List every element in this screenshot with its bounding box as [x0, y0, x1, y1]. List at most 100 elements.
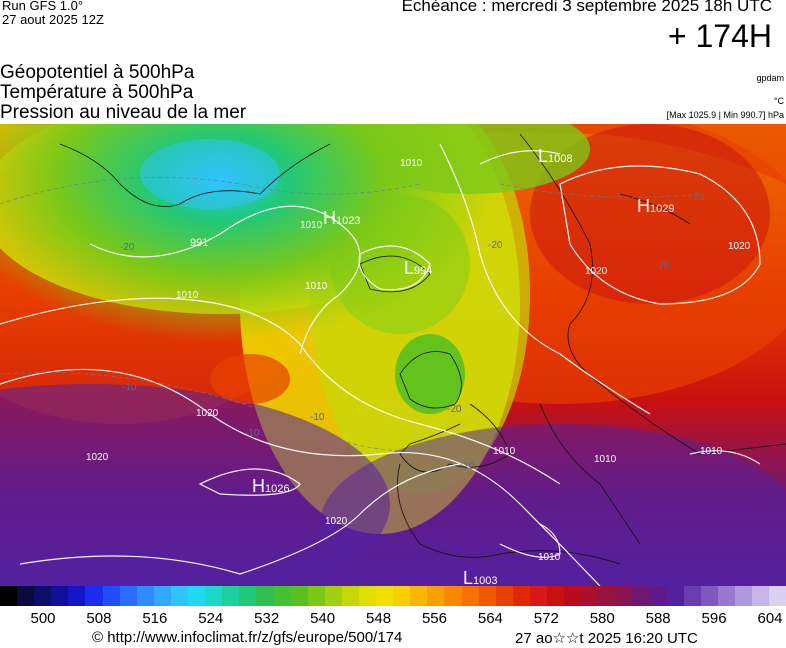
isobar-label: 1020	[325, 516, 348, 527]
title-temperature: Température à 500hPa	[0, 82, 194, 103]
scale-swatch	[102, 586, 120, 606]
pressure-center-value: 1026	[265, 483, 289, 495]
scale-tick-label: 564	[477, 610, 503, 627]
isobars	[0, 143, 761, 586]
scale-swatch	[683, 586, 701, 606]
scale-swatch	[376, 586, 394, 606]
color-scale	[0, 586, 786, 606]
isobar-label: 1010	[538, 552, 561, 563]
pressure-extremes: [Max 1025.9 | Min 990.7] hPa	[666, 110, 784, 120]
scale-swatch	[735, 586, 753, 606]
isotherm-label: -20	[690, 192, 705, 203]
scale-tick-label: 516	[142, 610, 168, 627]
run-label: Run GFS 1.0°	[2, 0, 84, 13]
scale-tick-label: 604	[757, 610, 783, 627]
isotherm-label: -20	[655, 260, 670, 271]
scale-tick-label: 588	[645, 610, 671, 627]
isotherm-label: -20	[447, 404, 462, 415]
forecast-horizon: + 174H	[667, 18, 772, 54]
scale-swatch	[547, 586, 565, 606]
isobar-label: 1010	[305, 281, 328, 292]
scale-swatch	[358, 586, 377, 606]
unit-gpdam: gpdam	[756, 73, 784, 83]
forecast-time: Echéance : mercredi 3 septembre 2025 18h…	[401, 0, 772, 15]
isotherm-label: -10	[122, 382, 137, 393]
isobar-label: 1010	[400, 158, 423, 169]
pressure-center-value: 994	[414, 265, 432, 277]
scale-swatch	[324, 586, 342, 606]
scale-swatch	[700, 586, 718, 606]
isotherm-label: -10	[460, 461, 475, 472]
scale-swatch	[581, 586, 599, 606]
pressure-center-value: 1029	[650, 203, 674, 215]
scale-swatch	[0, 586, 18, 606]
scale-swatch	[68, 586, 86, 606]
isobar-label: 1010	[594, 454, 617, 465]
scale-swatch	[188, 586, 206, 606]
isobar-label: 1010	[493, 446, 516, 457]
coastlines	[59, 133, 786, 565]
scale-swatch	[598, 586, 616, 606]
scale-swatch	[341, 586, 359, 606]
scale-swatch	[273, 586, 291, 606]
scale-tick-label: 572	[533, 610, 559, 627]
isotherm-label: -10	[310, 412, 325, 423]
pressure-center-value: 1003	[473, 575, 497, 586]
scale-swatch	[495, 586, 513, 606]
weather-map[interactable]: L1008 H1023 H1029 L994 991 H1026 L1003 1…	[0, 124, 786, 586]
scale-swatch	[153, 586, 171, 606]
scale-swatch	[649, 586, 667, 606]
scale-tick-label: 548	[366, 610, 392, 627]
scale-tick-label: 580	[589, 610, 615, 627]
scale-swatch	[290, 586, 308, 606]
isobar-label: 1020	[196, 408, 219, 419]
isobar-label: 1020	[86, 452, 109, 463]
scale-swatch	[410, 586, 428, 606]
isobar-label: 1020	[585, 266, 608, 277]
scale-swatch	[393, 586, 411, 606]
scale-tick-label: 508	[86, 610, 112, 627]
scale-swatch	[85, 586, 103, 606]
scale-swatch	[17, 586, 35, 606]
unit-celsius: °C	[773, 96, 784, 106]
scale-tick-label: 540	[310, 610, 336, 627]
scale-swatch	[136, 586, 154, 606]
scale-swatch	[170, 586, 189, 606]
scale-swatch	[564, 586, 582, 606]
pressure-center-value: 1008	[548, 153, 572, 165]
scale-swatch	[529, 586, 547, 606]
footer-date: 27 ao☆☆t 2025 16:20 UTC	[515, 630, 698, 647]
scale-swatch	[512, 586, 530, 606]
scale-swatch	[632, 586, 650, 606]
scale-tick-label: 556	[421, 610, 447, 627]
scale-swatch	[222, 586, 240, 606]
isobar-label: 1010	[700, 446, 723, 457]
scale-swatch	[444, 586, 462, 606]
scale-swatch	[478, 586, 496, 606]
temperature-field	[0, 124, 786, 586]
scale-swatch	[666, 586, 684, 606]
isotherm-label: -10	[245, 428, 260, 439]
isotherm-label: -20	[120, 242, 135, 253]
title-pressure: Pression au niveau de la mer	[0, 102, 247, 123]
scale-tick-label: 500	[30, 610, 56, 627]
run-date: 27 aout 2025 12Z	[2, 12, 104, 27]
scale-swatch	[119, 586, 137, 606]
pressure-center-value: 991	[190, 237, 208, 249]
scale-swatch	[717, 586, 736, 606]
scale-swatch	[256, 586, 274, 606]
temperature-isotherms	[0, 176, 701, 452]
scale-swatch	[461, 586, 479, 606]
pressure-center-value: 1023	[336, 215, 360, 227]
scale-tick-label: 596	[701, 610, 727, 627]
scale-swatch	[615, 586, 633, 606]
scale-swatch	[307, 586, 325, 606]
title-geopotential: Géopotentiel à 500hPa	[0, 62, 195, 83]
footer-url[interactable]: © http://www.infoclimat.fr/z/gfs/europe/…	[92, 629, 403, 646]
scale-swatch	[769, 586, 786, 606]
scale-swatch	[51, 586, 69, 606]
scale-swatch	[752, 586, 770, 606]
scale-swatch	[205, 586, 223, 606]
scale-swatch	[34, 586, 52, 606]
scale-tick-label: 524	[198, 610, 224, 627]
